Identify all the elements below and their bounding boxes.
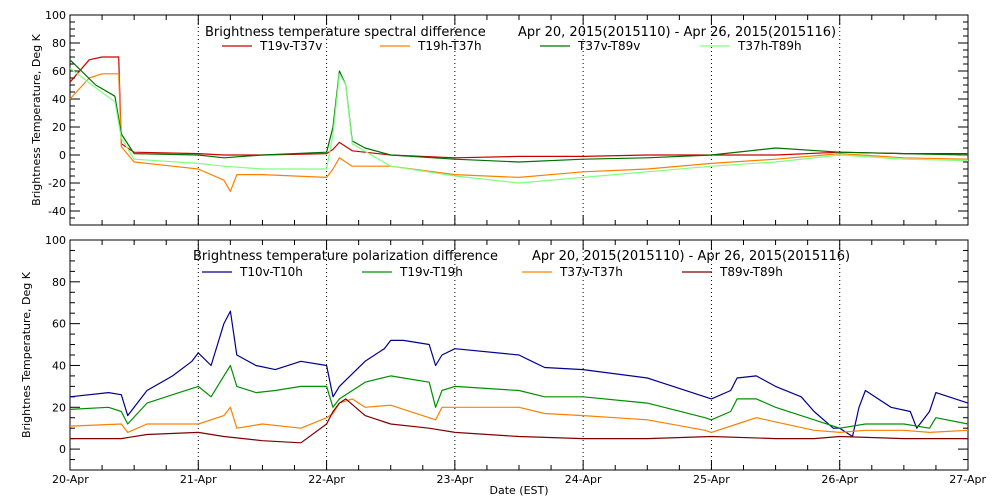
spectral-legend-label: T37h-T89h bbox=[737, 39, 802, 53]
polarization-series-t89v-t89h bbox=[70, 398, 968, 444]
polarization-y-tick-label: 40 bbox=[52, 359, 66, 372]
polarization-ticks: 20-Apr 21-Apr 22-Apr 23-Apr 24-Apr 25-Apr 26-A… bbox=[45, 234, 986, 486]
polarization-title: Brightness temperature polarization diff… bbox=[193, 249, 498, 264]
polarization-series-t10v-t10h bbox=[69, 310, 969, 438]
x-axis-label: Date (EST) bbox=[489, 484, 548, 497]
polarization-y-tick-label: 80 bbox=[52, 276, 66, 289]
spectral-series-t19h-t37h bbox=[69, 73, 969, 192]
spectral-y-tick-label: 80 bbox=[52, 37, 66, 50]
spectral-title: Brightness temperature spectral differen… bbox=[205, 25, 486, 40]
polarization-legend-label: T89v-T89h bbox=[719, 265, 783, 279]
polarization-panel: 20-Apr 21-Apr 22-Apr 23-Apr 24-Apr 25-Apr 26-A… bbox=[20, 234, 986, 497]
polarization-legend: T10v-T10h T19v-T19h T37v-T37h T89v-T89h bbox=[202, 265, 783, 279]
polarization-series bbox=[69, 310, 969, 444]
polarization-y-label: Brightnes Temperature, Deg K bbox=[20, 271, 33, 438]
polarization-legend-label: T19v-T19h bbox=[399, 265, 463, 279]
polarization-legend-label: T37v-T37h bbox=[559, 265, 623, 279]
polarization-x-tick-label: 25-Apr bbox=[693, 473, 730, 486]
spectral-series-t19v-t37v bbox=[69, 56, 968, 159]
polarization-x-tick-label: 20-Apr bbox=[52, 473, 89, 486]
polarization-x-tick-label: 26-Apr bbox=[821, 473, 858, 486]
spectral-legend: T19v-T37v T19h-T37h T37v-T89v T37h-T89h bbox=[222, 39, 802, 53]
spectral-legend-label: T37v-T89v bbox=[577, 39, 640, 53]
polarization-y-tick-label: 0 bbox=[59, 443, 66, 456]
polarization-series-t37v-t37h bbox=[69, 398, 969, 433]
spectral-y-tick-label: 20 bbox=[52, 121, 66, 134]
spectral-grid bbox=[197, 15, 841, 225]
polarization-x-tick-label: 23-Apr bbox=[436, 473, 473, 486]
polarization-x-tick-label: 27-Apr bbox=[949, 473, 986, 486]
polarization-date-range: Apr 20, 2015(2015110) - Apr 26, 2015(201… bbox=[532, 249, 850, 264]
polarization-y-tick-label: 20 bbox=[52, 401, 66, 414]
spectral-ticks: -40 -20 0 20 40 60 80 100 bbox=[45, 9, 969, 226]
spectral-series-t37h-t89h bbox=[69, 67, 969, 184]
spectral-y-tick-label: -20 bbox=[48, 177, 66, 190]
polarization-x-tick-label: 24-Apr bbox=[565, 473, 602, 486]
polarization-y-tick-label: 100 bbox=[45, 234, 66, 247]
spectral-plot-frame bbox=[69, 14, 969, 226]
spectral-legend-label: T19h-T37h bbox=[417, 39, 482, 53]
spectral-y-tick-label: -40 bbox=[48, 205, 66, 218]
polarization-x-tick-label: 22-Apr bbox=[308, 473, 345, 486]
spectral-date-range: Apr 20, 2015(2015110) - Apr 26, 2015(201… bbox=[518, 25, 836, 40]
polarization-series-t19v-t19h bbox=[69, 364, 969, 429]
spectral-panel: -40 -20 0 20 40 60 80 100 Brightness temperatur… bbox=[30, 9, 969, 226]
spectral-y-tick-label: 100 bbox=[45, 9, 66, 22]
polarization-x-tick-label: 21-Apr bbox=[180, 473, 217, 486]
spectral-y-tick-label: 0 bbox=[59, 149, 66, 162]
spectral-y-label: Brightness Temperature, Deg K bbox=[30, 33, 43, 205]
spectral-series bbox=[69, 56, 969, 192]
spectral-y-tick-label: 60 bbox=[52, 65, 66, 78]
polarization-y-tick-label: 60 bbox=[52, 318, 66, 331]
polarization-legend-label: T10v-T10h bbox=[239, 265, 303, 279]
spectral-legend-label: T19v-T37v bbox=[259, 39, 322, 53]
spectral-y-tick-label: 40 bbox=[52, 93, 66, 106]
